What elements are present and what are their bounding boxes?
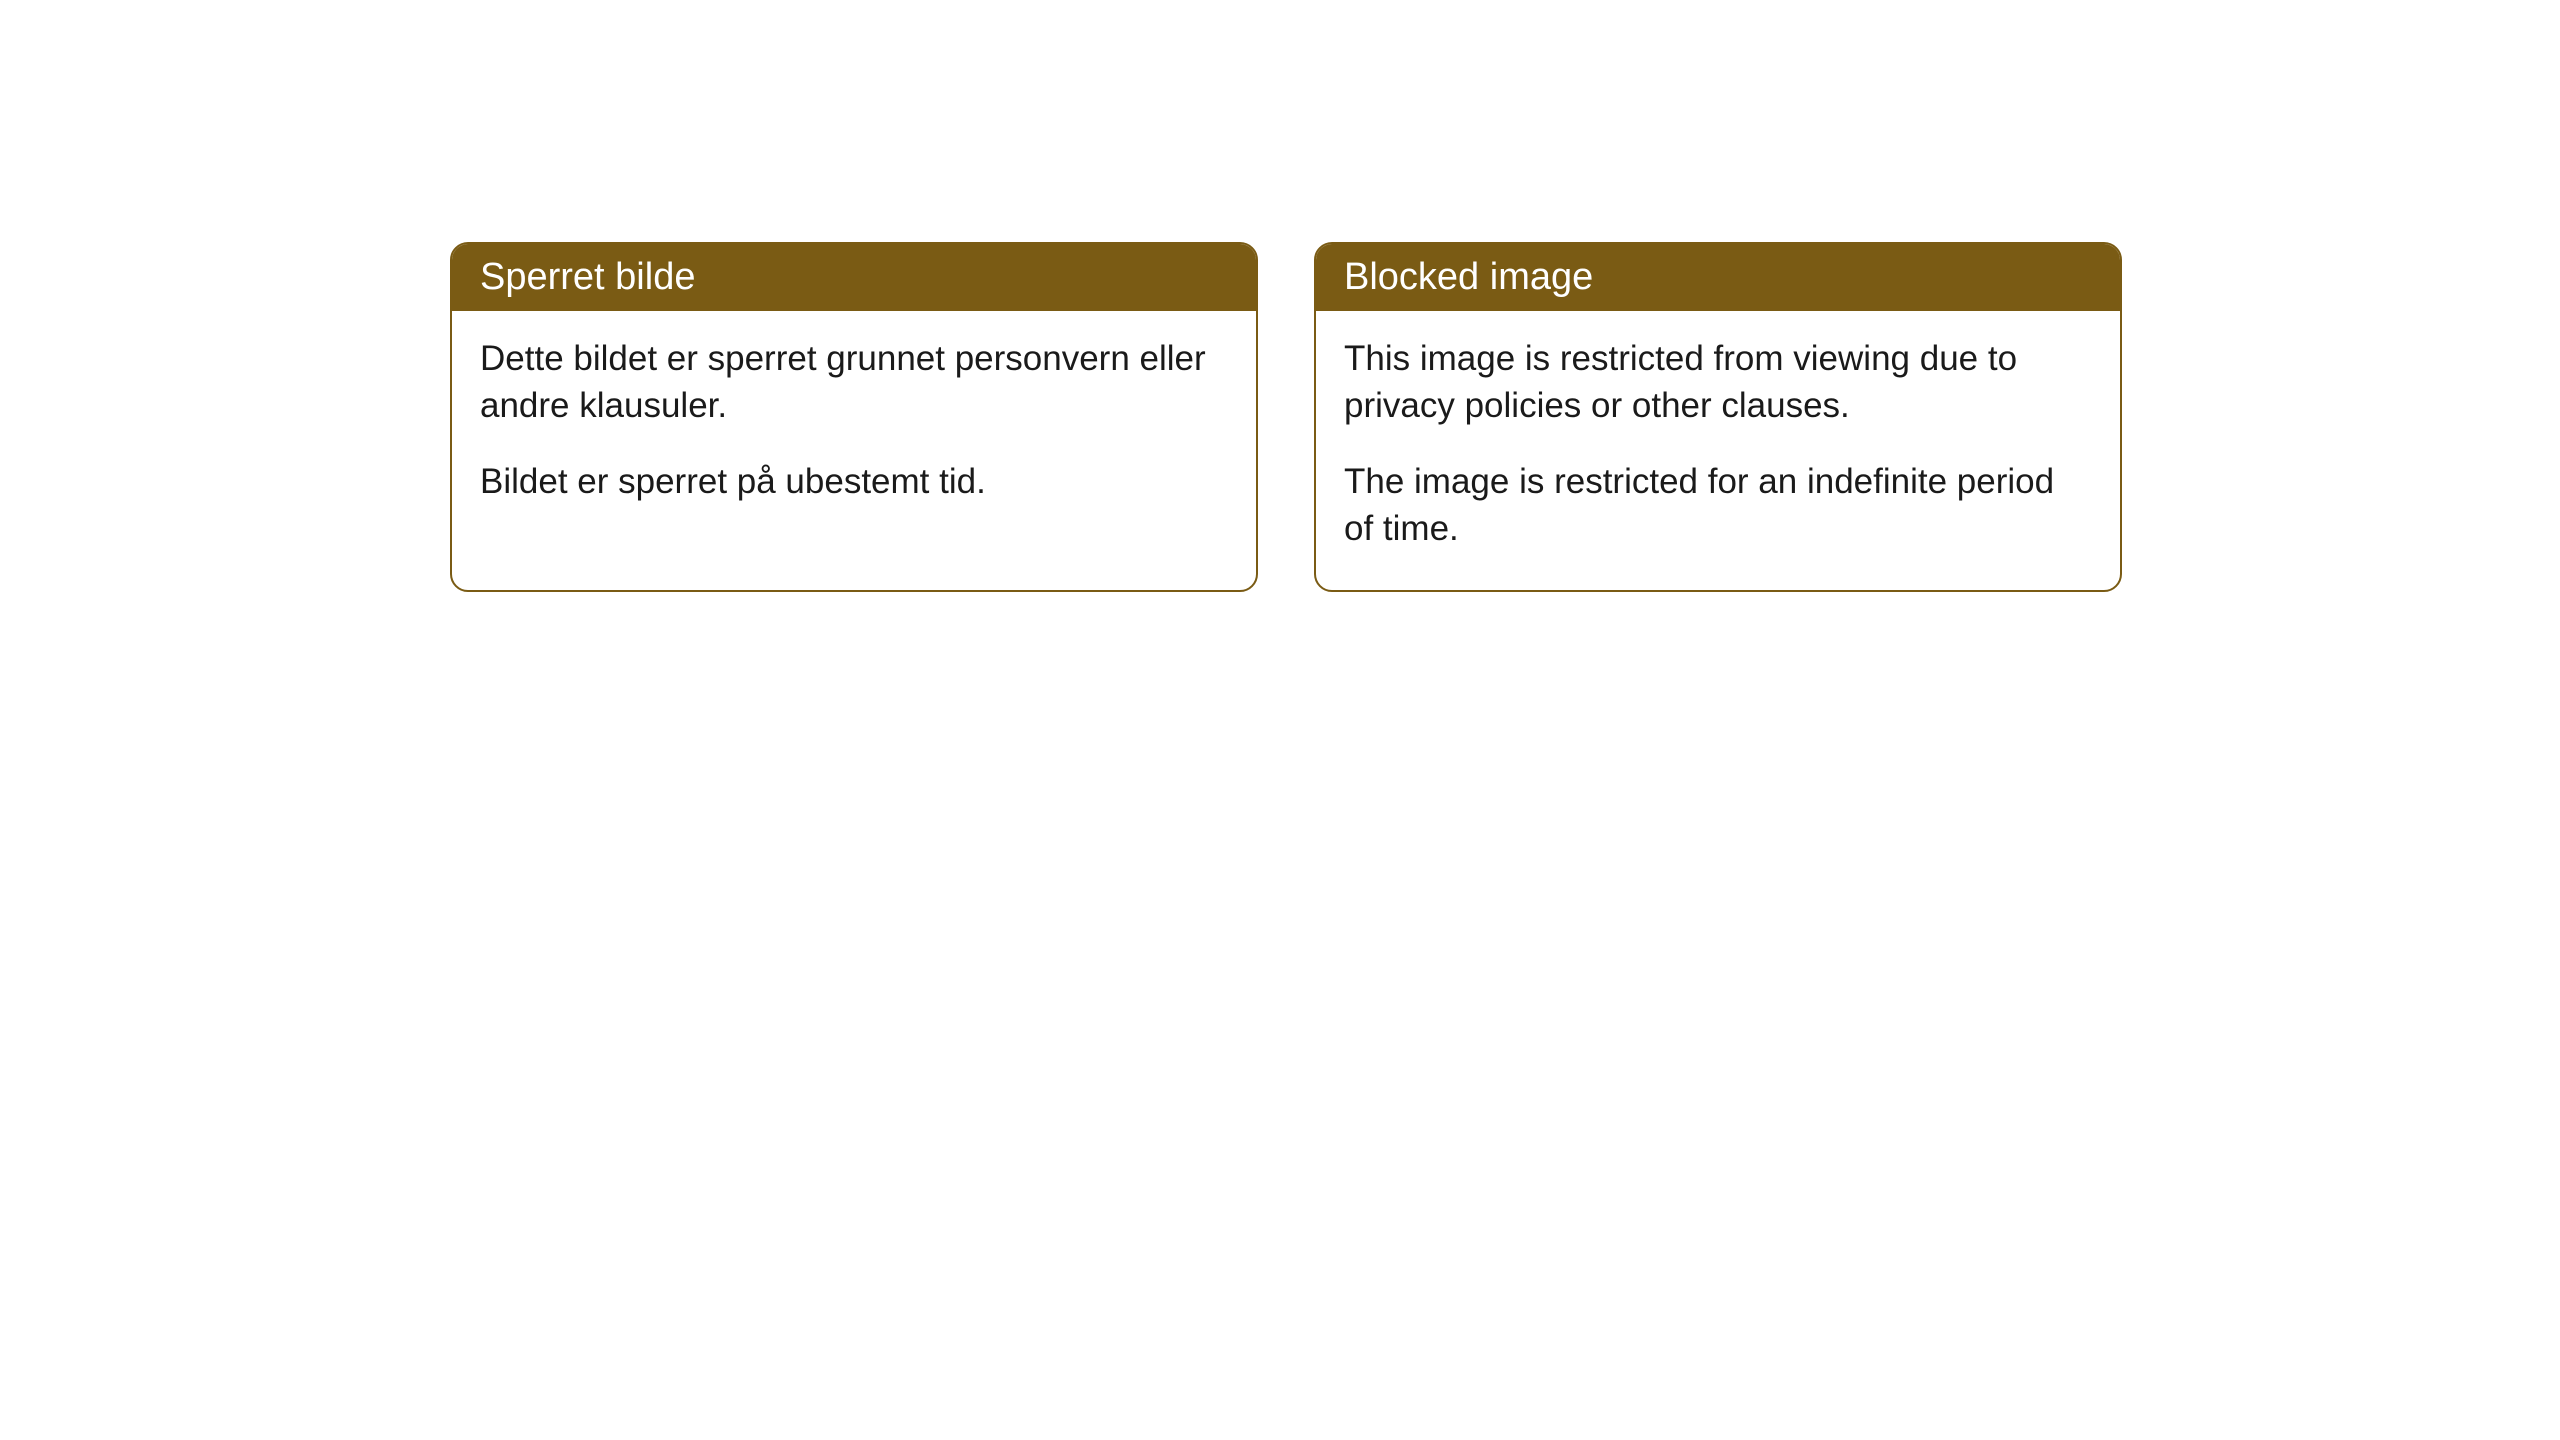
card-paragraph: Dette bildet er sperret grunnet personve…	[480, 335, 1228, 430]
card-body: This image is restricted from viewing du…	[1316, 311, 2120, 590]
card-title: Sperret bilde	[480, 256, 695, 298]
card-title: Blocked image	[1344, 256, 1593, 298]
card-header: Sperret bilde	[452, 244, 1256, 311]
notice-card-norwegian: Sperret bilde Dette bildet er sperret gr…	[450, 242, 1258, 592]
card-header: Blocked image	[1316, 244, 2120, 311]
card-paragraph: This image is restricted from viewing du…	[1344, 335, 2092, 430]
card-body: Dette bildet er sperret grunnet personve…	[452, 311, 1256, 543]
notice-card-english: Blocked image This image is restricted f…	[1314, 242, 2122, 592]
card-paragraph: The image is restricted for an indefinit…	[1344, 458, 2092, 553]
notice-cards-container: Sperret bilde Dette bildet er sperret gr…	[450, 242, 2122, 592]
card-paragraph: Bildet er sperret på ubestemt tid.	[480, 458, 1228, 505]
